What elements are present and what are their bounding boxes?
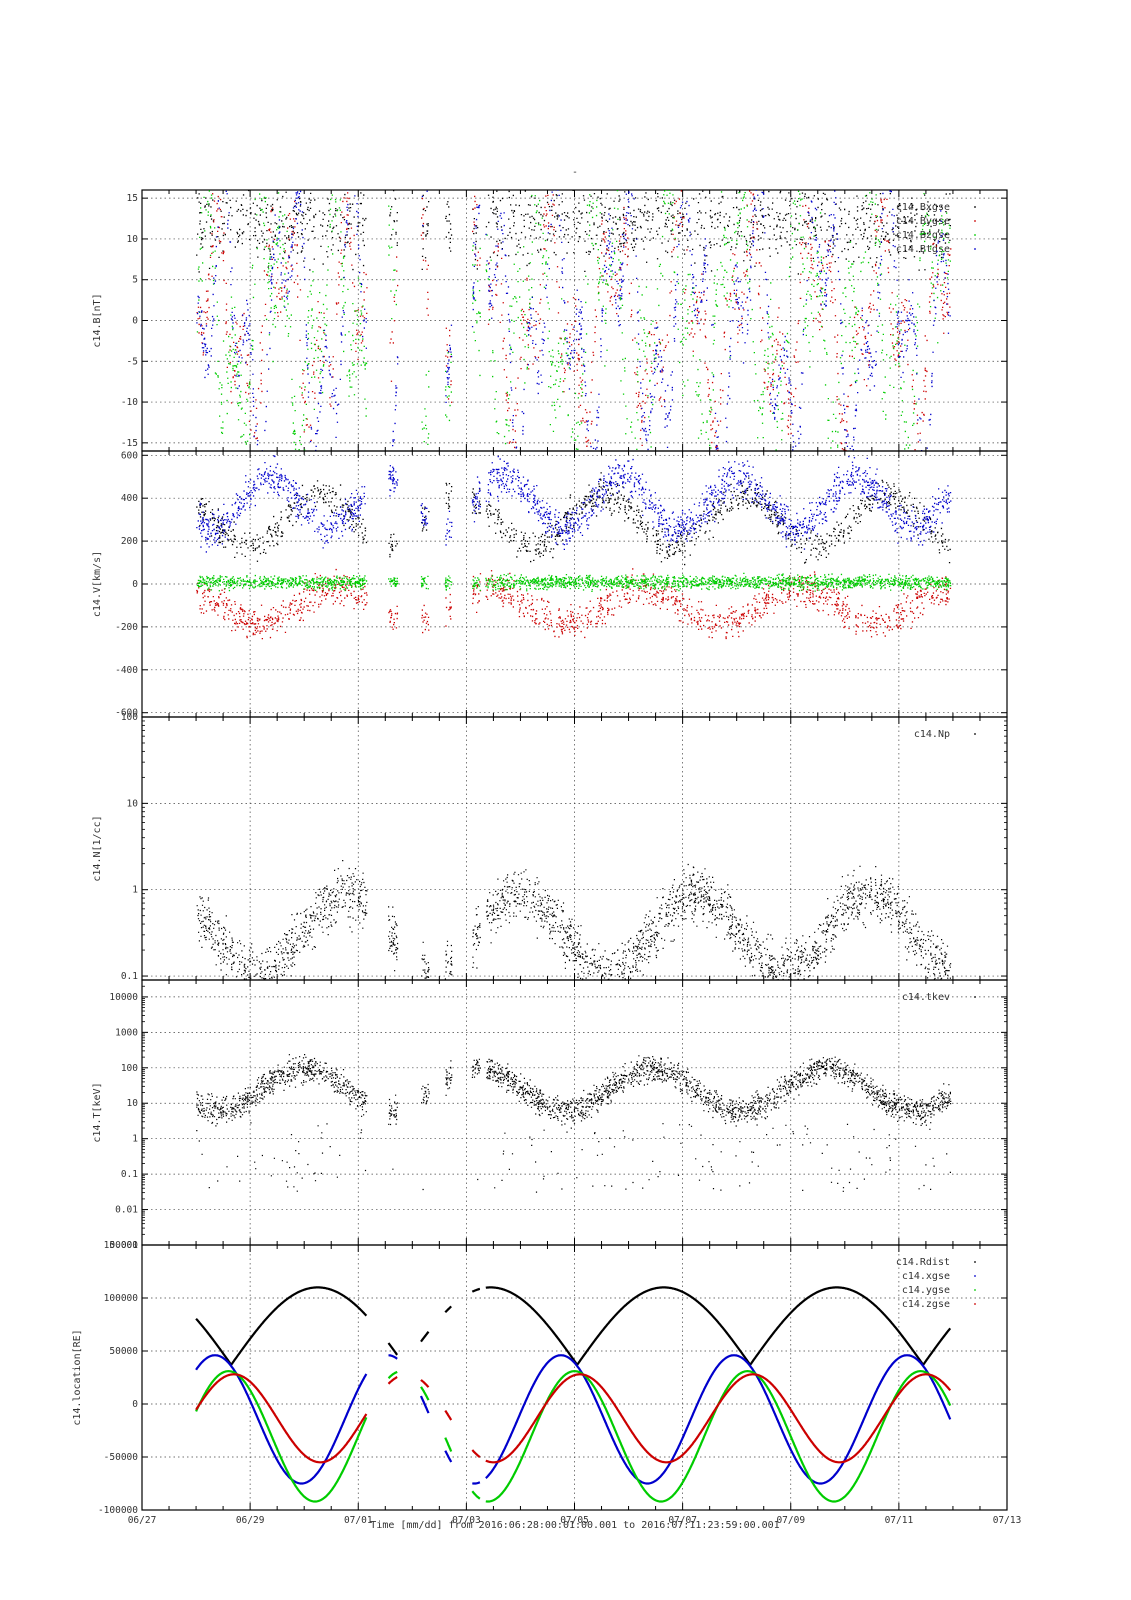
y-tick-label: 1: [132, 1134, 138, 1145]
panel-5: 150000 100000 50000 0 -50000 -100000 c14.locat…: [72, 1240, 1008, 1516]
legend-label: c14.Bxgse: [896, 202, 950, 213]
legend-label: c14.Rdist: [896, 1257, 950, 1268]
x-tick-label: 07/13: [993, 1515, 1022, 1526]
y-tick-label: 100: [121, 712, 138, 723]
data-group: [196, 860, 952, 980]
legend-label: c14.ygse: [902, 1285, 950, 1296]
legend-label: c14.Bzgse: [896, 230, 950, 241]
x-tick-label: 07/05: [560, 1515, 589, 1526]
legend-label: c14.Bygse: [896, 216, 950, 227]
panel-frame: [141, 1244, 1008, 1511]
x-tick-label: 07/11: [885, 1515, 914, 1526]
series-line: [195, 1286, 952, 1367]
y-tick-label: 0.1: [121, 971, 138, 982]
y-tick-label: 15: [127, 193, 138, 204]
panels-group: 151050-5-10-15c14.B[nT]c14.Bxgsec14.Bygs…: [72, 189, 1022, 1526]
series-points: [196, 860, 952, 980]
series-line: [195, 1369, 952, 1503]
y-tick-label: -200: [115, 622, 138, 633]
data-group: [195, 1286, 952, 1503]
y-tick-label: 0: [132, 316, 138, 327]
data-group: [196, 455, 952, 640]
legend-label: c14.zgse: [902, 1299, 950, 1310]
y-axis-label: c14.location[RE]: [72, 1329, 83, 1425]
y-tick-label: -600: [115, 708, 138, 719]
y-tick-label: -15: [121, 438, 138, 449]
legend-marker: [974, 248, 976, 250]
legend-marker: [974, 234, 976, 236]
legend-label: c14.xgse: [902, 1271, 950, 1282]
y-tick-label: 10: [127, 798, 139, 809]
y-tick-label: 200: [121, 536, 138, 547]
series-line: [195, 1373, 952, 1464]
legend-label: c14.Btgse: [896, 244, 950, 255]
series-line: [195, 1354, 952, 1485]
legend-marker: [974, 1289, 976, 1291]
y-tick-label: -10: [121, 397, 138, 408]
y-tick-label: -5: [127, 356, 138, 367]
y-tick-label: 100: [121, 1063, 138, 1074]
series-points: [196, 190, 951, 451]
panel-4: 10000 1000 100 10 1 0.1 0.01 0.001 c14.T[keV] c14…: [92, 979, 1008, 1251]
y-tick-label: -50000: [104, 1452, 139, 1463]
legend-marker: [974, 206, 976, 208]
x-tick-label: 07/03: [452, 1515, 481, 1526]
y-tick-label: 50000: [109, 1346, 138, 1357]
x-tick-label: 06/27: [128, 1515, 157, 1526]
legend-label: c14.tkev: [902, 992, 950, 1003]
y-tick-label: 0.001: [109, 1240, 138, 1251]
x-tick-label: 06/29: [236, 1515, 265, 1526]
y-tick-label: 400: [121, 493, 138, 504]
y-axis-label: c14.B[nT]: [92, 293, 103, 347]
y-axis-label: c14.N[1/cc]: [92, 815, 103, 881]
y-tick-label: 1000: [115, 1027, 138, 1038]
y-tick-label: 0: [132, 579, 138, 590]
series-points: [196, 190, 951, 275]
x-tick-label: 07/09: [776, 1515, 805, 1526]
legend-label: c14.Np: [914, 729, 950, 740]
series-points: [196, 572, 952, 592]
y-tick-label: 10: [127, 1098, 139, 1109]
series-points: [196, 190, 951, 451]
y-tick-label: -400: [115, 665, 138, 676]
y-tick-label: 5: [132, 275, 138, 286]
y-tick-label: 1: [132, 885, 138, 896]
legend-marker: [974, 1261, 976, 1263]
y-tick-label: -100000: [98, 1505, 138, 1516]
legend-marker: [974, 1303, 976, 1305]
y-axis-label: c14.T[keV]: [92, 1082, 103, 1142]
panel-2: 600 400 200 0 -200 -400 -600 c14.V[km/s]: [92, 450, 1008, 719]
y-tick-label: 0.1: [121, 1169, 138, 1180]
y-tick-label: 100000: [104, 1293, 139, 1304]
y-tick-label: 10: [127, 234, 139, 245]
legend-marker: [974, 996, 976, 998]
panel-1: 15 10 5 0 -5 -10 -15 c14.B[nT] c14.Bxgse c14.Bygs…: [92, 189, 1008, 452]
legend-marker: [974, 1275, 976, 1277]
series-points: [196, 568, 952, 640]
y-tick-label: 10000: [109, 992, 138, 1003]
data-group: [196, 190, 952, 451]
x-tick-label: 07/01: [344, 1515, 373, 1526]
series-points: [196, 1054, 952, 1193]
y-axis-label: c14.V[km/s]: [92, 551, 103, 617]
series-points: [196, 455, 952, 553]
legend-marker: [974, 733, 976, 735]
y-tick-label: 150000: [104, 1240, 139, 1251]
panel-3: 100 10 1 0.1 c14.N[1/cc] c14.Np: [92, 712, 1008, 982]
x-tick-label: 07/07: [668, 1515, 697, 1526]
data-group: [196, 1054, 952, 1193]
x-axis-label: Time [mm/dd] from 2016:06:28:00:01:00.00…: [370, 1520, 779, 1531]
y-tick-label: 0.01: [115, 1205, 138, 1216]
figure-top-mark: -: [572, 167, 578, 178]
y-tick-label: 0: [132, 1399, 138, 1410]
y-tick-label: 600: [121, 450, 138, 461]
legend-marker: [974, 220, 976, 222]
